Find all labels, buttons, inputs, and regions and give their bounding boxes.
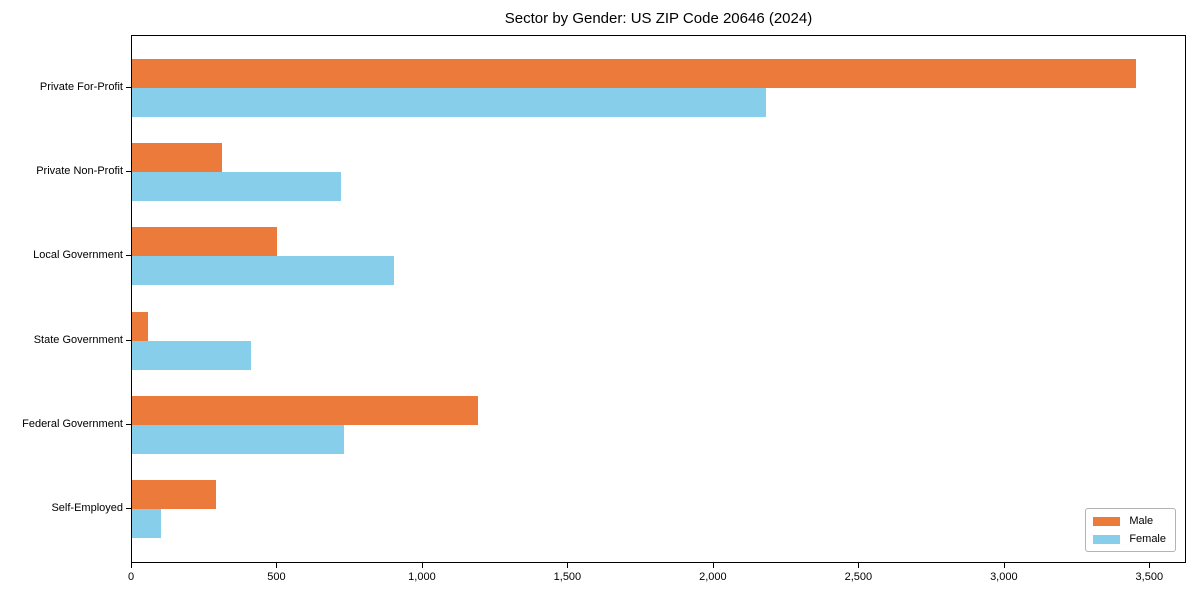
y-axis-tick xyxy=(126,423,131,425)
x-axis-tick-label: 2,000 xyxy=(699,571,727,583)
bar-male-local-government xyxy=(132,227,278,257)
y-axis-label: Private Non-Profit xyxy=(36,165,123,178)
bar-female-state-government xyxy=(132,340,252,370)
bar-female-private-for-profit xyxy=(132,88,767,117)
bar-male-federal-government xyxy=(132,395,479,425)
bar-female-federal-government xyxy=(132,424,345,454)
y-axis-tick xyxy=(126,255,131,257)
y-axis-tick xyxy=(126,87,131,88)
legend-swatch-female xyxy=(1093,534,1121,544)
y-axis-label: State Government xyxy=(33,333,123,346)
bar-female-self-employed xyxy=(132,509,162,538)
legend-row-male: Male xyxy=(1093,514,1166,528)
bar-male-self-employed xyxy=(132,480,217,509)
legend-row-female: Female xyxy=(1093,532,1166,546)
legend-label: Female xyxy=(1129,533,1166,545)
x-axis-tick-label: 2,500 xyxy=(844,571,873,583)
bar-male-state-government xyxy=(132,311,148,341)
x-axis-tick-label: 500 xyxy=(267,571,286,583)
x-axis-tick-label: 1,000 xyxy=(408,571,436,583)
legend-swatch-male xyxy=(1093,516,1121,526)
x-axis-tick-label: 3,000 xyxy=(990,571,1018,583)
x-axis-tick xyxy=(712,563,714,568)
x-axis-tick-label: 0 xyxy=(127,571,135,583)
bar-female-local-government xyxy=(132,256,394,286)
legend: Male Female xyxy=(1085,508,1176,552)
y-axis-tick xyxy=(126,508,131,509)
y-axis-label: Self-Employed xyxy=(51,502,123,514)
plot-area: Male Female xyxy=(131,35,1186,563)
x-axis-tick xyxy=(131,563,132,568)
y-axis-tick xyxy=(126,339,131,341)
x-axis-tick xyxy=(1149,563,1151,568)
y-axis-tick xyxy=(126,171,131,173)
x-axis-tick xyxy=(858,563,860,568)
legend-label: Male xyxy=(1129,515,1154,527)
y-axis-label: Private For-Profit xyxy=(39,81,123,93)
x-axis-tick-label: 1,500 xyxy=(553,571,582,583)
x-axis-tick xyxy=(567,563,569,568)
x-axis-tick xyxy=(276,563,278,568)
x-axis-tick xyxy=(1003,563,1005,568)
bar-male-private-for-profit xyxy=(132,59,1136,88)
x-axis-tick-label: 3,500 xyxy=(1135,571,1164,583)
y-axis-label: Local Government xyxy=(33,249,123,262)
x-axis-tick xyxy=(421,563,423,568)
y-axis-label: Federal Government xyxy=(22,417,123,430)
bar-male-private-non-profit xyxy=(132,143,223,173)
bar-female-private-non-profit xyxy=(132,172,342,202)
chart-title: Sector by Gender: US ZIP Code 20646 (202… xyxy=(504,10,813,27)
